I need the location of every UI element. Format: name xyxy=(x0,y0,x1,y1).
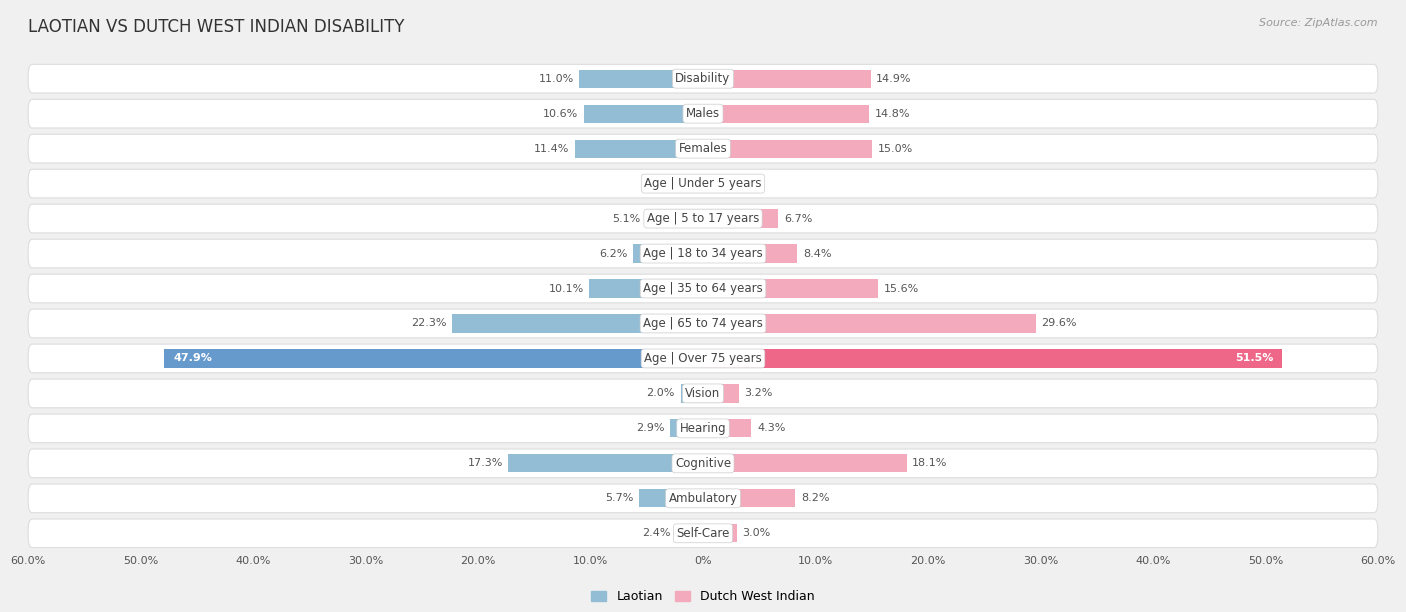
Text: Males: Males xyxy=(686,107,720,120)
Text: Age | 18 to 34 years: Age | 18 to 34 years xyxy=(643,247,763,260)
Text: Ambulatory: Ambulatory xyxy=(668,492,738,505)
Text: 2.0%: 2.0% xyxy=(647,389,675,398)
Text: 22.3%: 22.3% xyxy=(411,318,447,329)
Bar xyxy=(165,349,703,368)
Text: 6.2%: 6.2% xyxy=(599,248,627,258)
Bar xyxy=(575,140,703,158)
FancyBboxPatch shape xyxy=(28,134,1378,163)
Text: 29.6%: 29.6% xyxy=(1042,318,1077,329)
FancyBboxPatch shape xyxy=(28,309,1378,338)
Bar xyxy=(703,349,1282,368)
Text: 4.3%: 4.3% xyxy=(756,424,786,433)
Text: 51.5%: 51.5% xyxy=(1234,354,1274,364)
Text: 6.7%: 6.7% xyxy=(785,214,813,223)
FancyBboxPatch shape xyxy=(28,204,1378,233)
Text: 2.4%: 2.4% xyxy=(643,528,671,539)
FancyBboxPatch shape xyxy=(28,449,1378,478)
Text: Hearing: Hearing xyxy=(679,422,727,435)
FancyBboxPatch shape xyxy=(28,344,1378,373)
FancyBboxPatch shape xyxy=(28,519,1378,548)
Bar xyxy=(703,209,779,228)
Text: 5.1%: 5.1% xyxy=(612,214,640,223)
Text: Self-Care: Self-Care xyxy=(676,527,730,540)
Bar xyxy=(703,419,751,438)
Bar xyxy=(703,280,879,297)
Bar xyxy=(509,454,703,472)
FancyBboxPatch shape xyxy=(28,99,1378,128)
Text: 8.2%: 8.2% xyxy=(801,493,830,503)
Bar xyxy=(689,174,703,193)
Text: Females: Females xyxy=(679,142,727,155)
Text: 47.9%: 47.9% xyxy=(173,354,212,364)
Text: Age | Over 75 years: Age | Over 75 years xyxy=(644,352,762,365)
Bar xyxy=(703,454,907,472)
Bar xyxy=(453,315,703,332)
Text: Cognitive: Cognitive xyxy=(675,457,731,470)
Bar xyxy=(703,315,1036,332)
FancyBboxPatch shape xyxy=(28,64,1378,93)
Text: 5.7%: 5.7% xyxy=(605,493,633,503)
Bar xyxy=(681,384,703,403)
Text: Age | 35 to 64 years: Age | 35 to 64 years xyxy=(643,282,763,295)
Text: 1.9%: 1.9% xyxy=(730,179,758,188)
Text: 10.1%: 10.1% xyxy=(548,283,583,294)
FancyBboxPatch shape xyxy=(28,274,1378,303)
Bar xyxy=(671,419,703,438)
Text: 18.1%: 18.1% xyxy=(912,458,948,468)
Text: 3.0%: 3.0% xyxy=(742,528,770,539)
Bar xyxy=(703,70,870,88)
FancyBboxPatch shape xyxy=(28,484,1378,513)
FancyBboxPatch shape xyxy=(28,414,1378,442)
Bar xyxy=(645,209,703,228)
Text: Age | 65 to 74 years: Age | 65 to 74 years xyxy=(643,317,763,330)
Bar xyxy=(703,105,869,123)
Bar xyxy=(703,384,740,403)
Text: 11.0%: 11.0% xyxy=(538,73,574,84)
FancyBboxPatch shape xyxy=(28,379,1378,408)
Text: 15.0%: 15.0% xyxy=(877,144,912,154)
Text: 8.4%: 8.4% xyxy=(803,248,831,258)
Text: 2.9%: 2.9% xyxy=(637,424,665,433)
Bar xyxy=(589,280,703,297)
Bar xyxy=(676,524,703,542)
Text: 14.8%: 14.8% xyxy=(875,109,911,119)
Text: 3.2%: 3.2% xyxy=(745,389,773,398)
Text: 10.6%: 10.6% xyxy=(543,109,578,119)
Legend: Laotian, Dutch West Indian: Laotian, Dutch West Indian xyxy=(586,585,820,608)
Text: Disability: Disability xyxy=(675,72,731,85)
FancyBboxPatch shape xyxy=(28,170,1378,198)
Text: 14.9%: 14.9% xyxy=(876,73,911,84)
Text: 1.2%: 1.2% xyxy=(655,179,683,188)
Text: 15.6%: 15.6% xyxy=(884,283,920,294)
Bar xyxy=(703,524,737,542)
FancyBboxPatch shape xyxy=(28,239,1378,268)
Bar xyxy=(703,489,796,507)
Text: Vision: Vision xyxy=(685,387,721,400)
Bar xyxy=(703,140,872,158)
Bar xyxy=(638,489,703,507)
Bar xyxy=(703,174,724,193)
Bar xyxy=(703,244,797,263)
Text: LAOTIAN VS DUTCH WEST INDIAN DISABILITY: LAOTIAN VS DUTCH WEST INDIAN DISABILITY xyxy=(28,18,405,36)
Bar xyxy=(633,244,703,263)
Text: Age | Under 5 years: Age | Under 5 years xyxy=(644,177,762,190)
Text: Age | 5 to 17 years: Age | 5 to 17 years xyxy=(647,212,759,225)
Text: Source: ZipAtlas.com: Source: ZipAtlas.com xyxy=(1260,18,1378,28)
Bar xyxy=(583,105,703,123)
Text: 11.4%: 11.4% xyxy=(534,144,569,154)
Bar xyxy=(579,70,703,88)
Text: 17.3%: 17.3% xyxy=(467,458,503,468)
